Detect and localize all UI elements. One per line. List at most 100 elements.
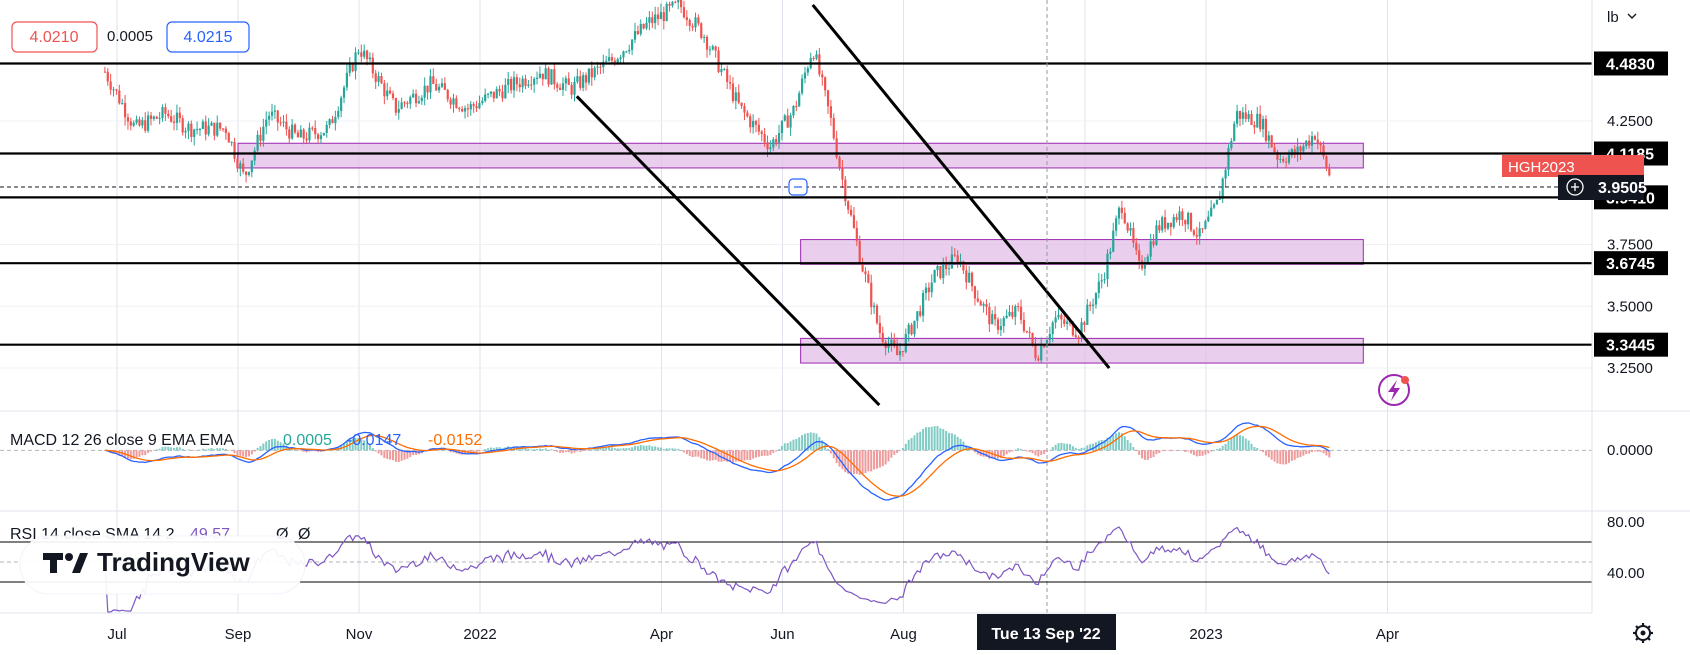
- candle: [1123, 207, 1126, 225]
- candle: [423, 77, 426, 106]
- macd-bar: [247, 450, 250, 457]
- macd-bar: [809, 432, 812, 451]
- macd-bar: [1316, 450, 1319, 452]
- macd-bar: [1069, 444, 1072, 451]
- zone-1[interactable]: [800, 239, 1364, 265]
- candle: [610, 53, 614, 64]
- lightning-alert-icon[interactable]: [1378, 374, 1410, 406]
- macd-bar: [1172, 450, 1175, 451]
- macd-bar: [1126, 439, 1129, 451]
- candle: [270, 103, 274, 121]
- candle: [864, 267, 867, 283]
- bid-price: 4.0210: [30, 29, 79, 46]
- macd-bar: [922, 428, 925, 451]
- macd-bar: [642, 445, 645, 451]
- candle: [849, 205, 853, 217]
- candle: [711, 44, 714, 51]
- candle: [1172, 213, 1175, 229]
- candle: [812, 56, 815, 61]
- macd-bar: [354, 437, 357, 451]
- macd-bar: [870, 450, 873, 472]
- time-axis[interactable]: Jul Sep Nov 2022 Apr Jun Aug 2023 Apr Tue 13 Sep…: [0, 612, 1690, 655]
- candle: [426, 85, 429, 100]
- macd-bar: [1224, 443, 1227, 451]
- candle: [976, 290, 979, 303]
- macd-bar: [884, 450, 887, 465]
- candle: [651, 11, 654, 29]
- candle: [636, 25, 639, 36]
- macd-bar: [147, 450, 150, 453]
- candle: [1037, 355, 1040, 362]
- candle: [930, 274, 933, 298]
- candle: [161, 104, 164, 122]
- trendline-1[interactable]: [811, 3, 1111, 369]
- candle: [731, 77, 735, 104]
- candle: [316, 132, 320, 144]
- macd-bar: [533, 449, 536, 451]
- macd-bar: [144, 450, 147, 456]
- candle: [953, 248, 956, 258]
- macd-bar: [230, 450, 233, 452]
- macd-bar: [1313, 450, 1316, 452]
- candle: [671, 0, 674, 8]
- candle: [697, 14, 700, 26]
- candle: [674, 0, 677, 4]
- macd-bar: [167, 446, 170, 451]
- tradingview-watermark[interactable]: TradingView: [19, 535, 306, 595]
- price-tick-3: 3.2500: [1607, 360, 1653, 377]
- zone-0[interactable]: [237, 142, 1364, 169]
- candle: [518, 77, 521, 93]
- trendlines[interactable]: [575, 3, 1111, 407]
- macd-bar: [786, 443, 789, 451]
- trendline-0[interactable]: [575, 95, 881, 407]
- candle: [1011, 305, 1014, 320]
- macd-bar: [901, 448, 904, 451]
- candle: [1051, 320, 1054, 343]
- candle: [400, 97, 403, 110]
- rsi-line: [104, 526, 1330, 613]
- candlestick-series: [103, 0, 1331, 363]
- macd-bar: [999, 450, 1002, 458]
- candle: [1253, 121, 1256, 135]
- macd-bar: [204, 449, 207, 451]
- candle: [939, 265, 942, 280]
- buy-button[interactable]: [166, 21, 250, 53]
- sell-button[interactable]: [11, 21, 98, 53]
- macd-bar: [1305, 450, 1308, 455]
- candle: [654, 6, 657, 30]
- macd-bar: [625, 448, 628, 451]
- macd-bar: [1230, 438, 1233, 451]
- macd-bar: [824, 444, 827, 451]
- macd-bar: [596, 448, 599, 451]
- candle: [1322, 141, 1325, 160]
- macd-bar: [633, 446, 636, 451]
- candle: [945, 256, 948, 276]
- macd-bar: [654, 446, 657, 451]
- add-plus-icon[interactable]: [1566, 178, 1584, 196]
- bid-ask-box[interactable]: 4.0210 0.0005 4.0215: [11, 21, 250, 53]
- macd-bar: [988, 450, 991, 459]
- chevron-down-icon[interactable]: [1627, 13, 1637, 19]
- settings-gear-icon[interactable]: [1633, 623, 1653, 643]
- horizontal-levels[interactable]: [0, 62, 1592, 346]
- candle: [841, 159, 844, 188]
- price-unit-label[interactable]: lb: [1607, 9, 1619, 26]
- candle: [1089, 301, 1092, 312]
- macd-bar: [1031, 450, 1034, 454]
- macd-signal-line: [104, 425, 1330, 497]
- candle: [1244, 104, 1247, 123]
- zone-2[interactable]: [800, 337, 1364, 364]
- candle: [1282, 156, 1285, 164]
- macd-bar: [930, 426, 933, 451]
- price-pane[interactable]: [0, 0, 1592, 407]
- macd-bar: [1011, 450, 1014, 452]
- macd-bar: [1005, 450, 1008, 455]
- macd-bar: [783, 443, 786, 451]
- macd-pane[interactable]: MACD 12 26 close 9 EMA EMA 0.0005 -0.014…: [0, 410, 1592, 501]
- candle: [414, 89, 418, 108]
- candle: [469, 101, 472, 116]
- candle: [691, 23, 694, 32]
- candle: [374, 69, 377, 89]
